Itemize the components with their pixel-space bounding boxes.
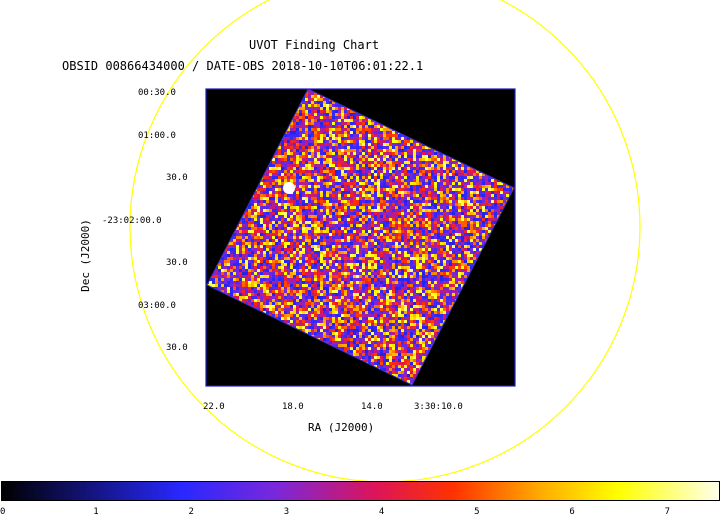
dec-tick-label: 00:30.0 (138, 88, 176, 98)
dec-tick-label: 03:00.0 (138, 301, 176, 311)
dec-tick-label: 30.0 (166, 258, 188, 268)
ra-tick-label: 3:30:10.0 (414, 402, 463, 412)
colorbar-tick-label: 1 (93, 507, 99, 517)
y-axis-label: Dec (J2000) (78, 219, 92, 292)
chart-subtitle: OBSID 00866434000 / DATE-OBS 2018-10-10T… (62, 59, 424, 73)
image-frame (205, 88, 516, 387)
ra-tick-label: 14.0 (361, 402, 383, 412)
dec-tick-label: -23:02:00.0 (102, 216, 162, 226)
ra-tick-label: 22.0 (203, 402, 225, 412)
colorbar-tick-label: 2 (188, 507, 194, 517)
colorbar (1, 481, 720, 501)
dec-tick-label: 01:00.0 (138, 131, 176, 141)
colorbar-tick-label: 7 (664, 507, 671, 517)
colorbar-tick-label: 5 (474, 507, 480, 517)
bright-source (283, 182, 295, 194)
colorbar-tick-label: 6 (569, 507, 575, 517)
ra-tick-label: 18.0 (282, 402, 304, 412)
exposure-tile-edge (206, 88, 515, 386)
colorbar-tick-label: 4 (378, 507, 385, 517)
chart-title: UVOT Finding Chart (249, 38, 380, 52)
dec-tick-label: 30.0 (166, 173, 188, 183)
dec-tick-label: 30.0 (166, 343, 188, 353)
colorbar-tick-label: 0 (0, 507, 6, 517)
colorbar-tick-label: 3 (283, 507, 290, 517)
x-axis-label: RA (J2000) (308, 421, 375, 434)
